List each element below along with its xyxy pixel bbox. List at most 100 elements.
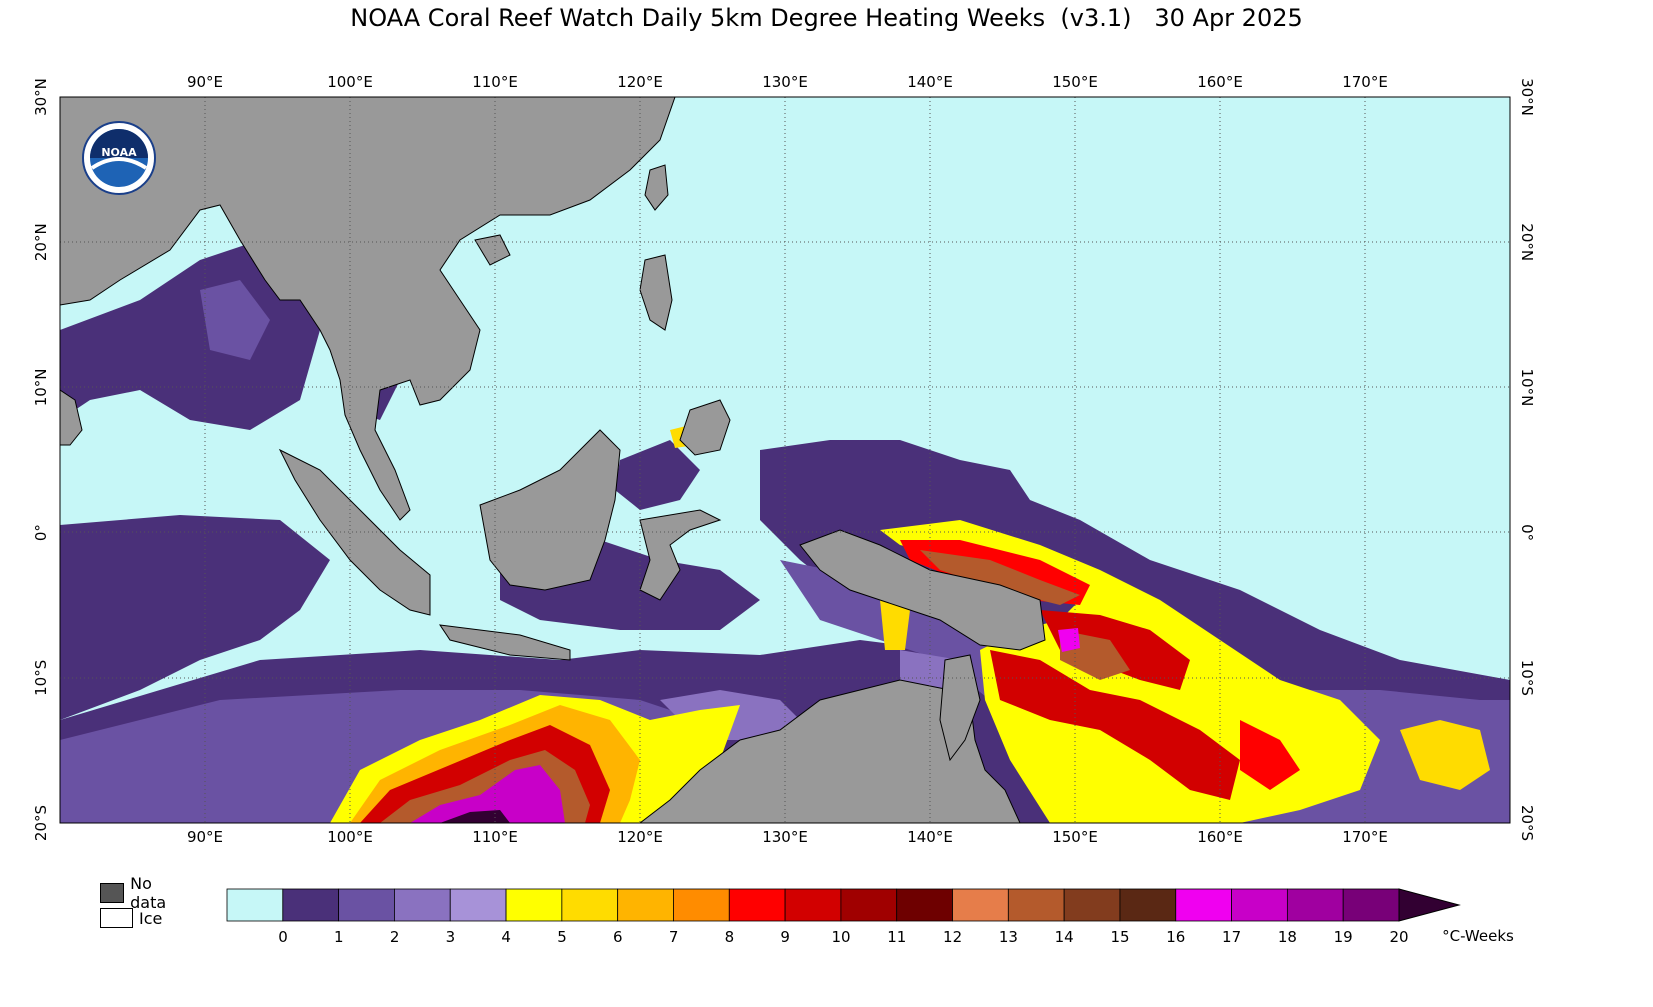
lat-labels-right: 30°N 20°N 10°N 0° 10°S 20°S: [1518, 78, 1536, 841]
colorbar-bin: [505, 888, 563, 922]
lat-labels-left: 30°N 20°N 10°N 0° 10°S 20°S: [32, 78, 50, 841]
colorbar-tick-label: 7: [669, 928, 679, 946]
colorbar-tick-label: 14: [1055, 928, 1074, 946]
lon-label-bottom: 120°E: [617, 828, 663, 846]
colorbar-bin: [952, 888, 1009, 922]
lat-label-left: 20°S: [32, 805, 50, 841]
lon-label-top: 90°E: [187, 73, 223, 91]
colorbar-unit-label: °C-Weeks: [1442, 927, 1514, 945]
colorbar-tick-label: 16: [1166, 928, 1185, 946]
land-sri-lanka: [60, 389, 83, 446]
noaa-logo: NOAA: [82, 121, 156, 195]
legend-nodata: No data: [100, 874, 175, 912]
legend-ice: Ice: [100, 907, 162, 929]
ice-label: Ice: [139, 908, 163, 928]
lon-label-bottom: 140°E: [907, 828, 953, 846]
lon-label-bottom: 130°E: [762, 828, 808, 846]
lon-label-top: 110°E: [472, 73, 518, 91]
noaa-logo-text: NOAA: [101, 146, 137, 159]
lon-label-top: 150°E: [1052, 73, 1098, 91]
lon-label-top: 130°E: [762, 73, 808, 91]
colorbar-tick-label: 9: [780, 928, 790, 946]
dhw-hotspot-sw: [330, 695, 740, 823]
colorbar-tick-label: 6: [613, 928, 623, 946]
colorbar-tick-label: 2: [390, 928, 400, 946]
land-australia-cape: [939, 654, 981, 762]
lat-label-left: 20°N: [32, 223, 50, 261]
land: [60, 97, 1046, 823]
lat-label-right: 20°N: [1518, 223, 1536, 261]
colorbar-tick-label: 15: [1110, 928, 1129, 946]
colorbar-bin: [673, 888, 730, 922]
colorbar-tick-label: 4: [501, 928, 511, 946]
colorbar: 0 1 2 3 4 5 6 7 8 9 10 11 12 13 14 15 16 17 18 19 20: [226, 888, 1461, 946]
colorbar-bin: [1063, 888, 1121, 922]
land-hainan: [474, 234, 511, 266]
nodata-swatch: [100, 883, 125, 903]
land-borneo: [479, 429, 621, 591]
colorbar-bin: [338, 888, 395, 922]
graticule: [60, 97, 1510, 823]
lon-label-top: 160°E: [1197, 73, 1243, 91]
lon-labels-top: 90°E 100°E 110°E 120°E 130°E 140°E 150°E 160°E 1…: [187, 73, 1388, 91]
colorbar-bin: [449, 888, 507, 922]
colorbar-bin: [394, 888, 451, 922]
colorbar-tick-label: 8: [725, 928, 735, 946]
lon-label-bottom: 170°E: [1342, 828, 1388, 846]
colorbar-bin: [617, 888, 674, 922]
colorbar-bin: [1175, 888, 1232, 922]
colorbar-bin: [561, 888, 619, 922]
lon-label-top: 100°E: [327, 73, 373, 91]
colorbar-extend-arrow: [1398, 888, 1461, 922]
colorbar-bin: [226, 888, 284, 922]
map-title: NOAA Coral Reef Watch Daily 5km Degree H…: [350, 4, 1303, 32]
dhw-hotspot-ne: [670, 425, 1490, 823]
lat-label-right: 20°S: [1518, 805, 1536, 841]
lat-label-left: 0°: [32, 524, 50, 541]
colorbar-tick-label: 13: [999, 928, 1018, 946]
colorbar-bin: [1286, 888, 1344, 922]
lat-label-right: 10°N: [1518, 368, 1536, 406]
colorbar-bin: [1007, 888, 1065, 922]
land-australia: [639, 679, 1021, 823]
lon-label-top: 120°E: [617, 73, 663, 91]
lat-label-left: 10°S: [32, 660, 50, 696]
colorbar-bin: [1119, 888, 1177, 922]
land-sumatra: [278, 448, 431, 616]
land-java: [438, 624, 571, 661]
colorbar-bin: [282, 888, 340, 922]
colorbar-bin: [728, 888, 786, 922]
lon-label-bottom: 160°E: [1197, 828, 1243, 846]
lat-label-right: 30°N: [1518, 78, 1536, 116]
nodata-label: No data: [130, 874, 167, 912]
colorbar-bin: [1231, 888, 1288, 922]
map-frame: [59, 96, 1511, 824]
ice-swatch: [100, 908, 133, 928]
colorbar-tick-label: 0: [278, 928, 288, 946]
land-mindanao: [679, 399, 731, 456]
colorbar-bin: [784, 888, 842, 922]
lon-label-bottom: 110°E: [472, 828, 518, 846]
colorbar-tick-label: 3: [446, 928, 456, 946]
land-taiwan: [644, 164, 669, 211]
land-new-guinea: [799, 529, 1046, 651]
colorbar-bin: [896, 888, 953, 922]
colorbar-tick-label: 17: [1222, 928, 1241, 946]
lon-label-bottom: 150°E: [1052, 828, 1098, 846]
lat-label-right: 10°S: [1518, 660, 1536, 696]
colorbar-tick-label: 20: [1389, 928, 1408, 946]
colorbar-tick-label: 12: [943, 928, 962, 946]
lon-labels-bottom: 90°E 100°E 110°E 120°E 130°E 140°E 150°E 160°E 1…: [187, 828, 1388, 846]
lat-label-right: 0°: [1518, 524, 1536, 541]
land-asia: [60, 97, 676, 521]
colorbar-bin: [840, 888, 898, 922]
lon-label-top: 170°E: [1342, 73, 1388, 91]
lon-label-bottom: 100°E: [327, 828, 373, 846]
lon-label-bottom: 90°E: [187, 828, 223, 846]
colorbar-tick-label: 11: [887, 928, 906, 946]
lon-label-top: 140°E: [907, 73, 953, 91]
colorbar-tick-label: 18: [1278, 928, 1297, 946]
colorbar-tick-label: 10: [831, 928, 850, 946]
colorbar-tick-label: 5: [557, 928, 567, 946]
